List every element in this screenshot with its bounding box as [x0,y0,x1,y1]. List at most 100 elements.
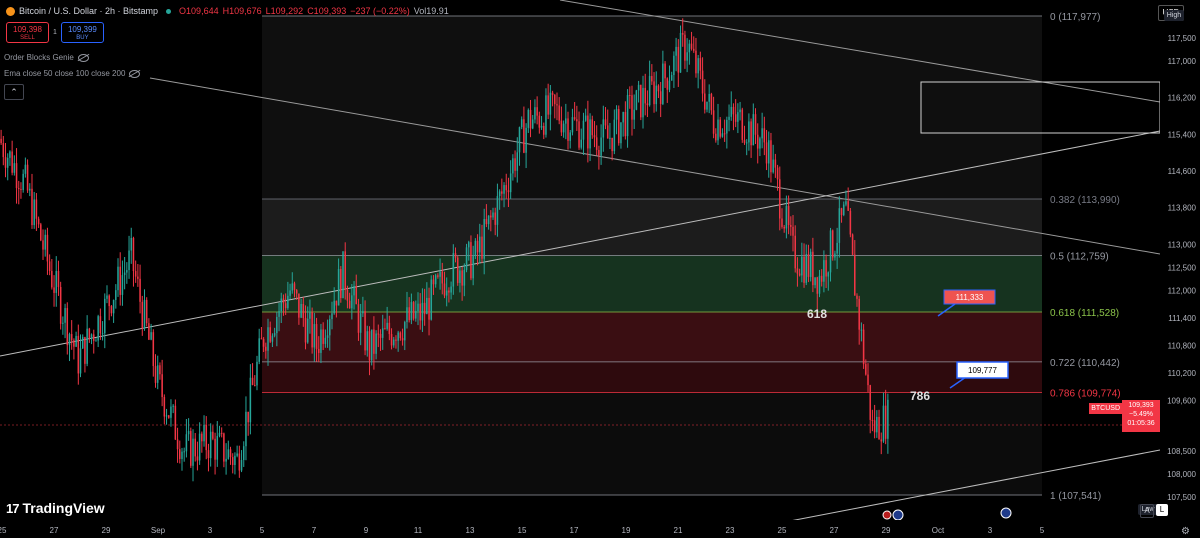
candle-body [633,109,635,120]
time-tick: 17 [570,526,579,535]
candle-body [629,94,631,96]
auto-scale-button[interactable]: A [1140,504,1154,518]
candle-body [827,272,830,277]
candle-body [24,164,27,174]
time-tick: 3 [988,526,993,535]
candle-body [404,322,406,341]
indicator-ema[interactable]: Ema close 50 close 100 close 200 [4,69,141,78]
price-axis[interactable]: 117,500 117,000 116,200 115,400 114,600 113,8… [1160,0,1200,520]
candle-body [75,335,77,347]
time-axis[interactable]: 25 27 29 Sep 3 5 7 9 11 13 15 17 19 21 23 25 27 29 Oct 3 5 [0,520,1200,538]
candle-body [467,242,470,248]
candle-body [567,118,569,141]
sell-label: SELL [20,35,35,41]
candle-body [231,457,234,465]
candle-body [161,374,163,398]
candle-body [721,133,724,137]
callout-1-text: 111,333 [956,293,984,302]
candle-body [657,85,660,92]
candle-body [386,322,388,329]
price-tick: 113,800 [1168,204,1197,213]
candle-body [185,434,188,452]
trendline-lower-ascending [789,449,1161,522]
candle-body [362,311,364,314]
candle-body [423,302,426,315]
candle-body [437,275,439,277]
candle-body [569,132,571,141]
candle-body [247,411,249,423]
candle-body [748,121,750,143]
trendlines[interactable] [0,0,1161,522]
candle-body [743,139,746,143]
annotations[interactable]: 618 786 111,333 109,777 [807,289,1012,521]
candle-body [293,283,296,291]
candle-body [302,303,305,319]
candle-body [280,298,283,312]
candle-body [858,298,860,330]
candles [0,18,889,482]
symbol-title[interactable]: Bitcoin / U.S. Dollar · 2h · Bitstamp [19,6,159,16]
collapse-indicators-button[interactable]: ⌃ [4,84,24,100]
candle-body [534,107,536,120]
candle-body [452,253,455,287]
candle-body [251,377,254,385]
candle-body [212,431,214,439]
hidden-eye-icon[interactable] [77,53,89,62]
candle-body [9,151,11,158]
candle-body [207,450,210,459]
candle-body [59,287,62,324]
candle-body [816,277,819,294]
candle-body [95,340,97,342]
candle-body [79,348,82,374]
hidden-eye-icon[interactable] [129,69,141,78]
candle-body [375,333,377,354]
price-tick: 108,500 [1167,447,1196,456]
candle-body [269,327,271,342]
price-tick: 115,400 [1168,130,1197,139]
indicator-order-blocks[interactable]: Order Blocks Genie [4,53,89,62]
candle-body [582,120,585,140]
candle-body [767,140,770,164]
candle-body [417,303,419,312]
candle-body [445,290,448,296]
time-tick: 3 [208,526,213,535]
tradingview-logo-text: TradingView [22,500,105,516]
trade-panel: 109,398 SELL 1 109,399 BUY [6,22,104,43]
candle-body [249,377,252,423]
zone-786-1 [262,392,1042,495]
fib-retracement[interactable]: 0 (117,977) 0.382 (113,990) 0.5 (112,759) 0… [262,12,1121,502]
candle-body [11,151,13,173]
high-marker: High [1164,10,1184,21]
label-786: 786 [910,389,930,403]
candle-body [181,451,183,459]
candle-body [794,235,796,269]
candle-body [333,300,335,314]
candle-body [88,328,91,339]
sell-button[interactable]: 109,398 SELL [6,22,49,43]
market-open-dot-icon [166,8,172,14]
buy-button[interactable]: 109,399 BUY [60,22,104,43]
candle-body [101,333,104,335]
candle-body [573,117,576,120]
candle-body [62,322,64,324]
candle-body [865,364,867,375]
gear-icon[interactable]: ⚙ [1181,526,1190,537]
candle-body [145,299,148,324]
price-tick: 113,000 [1168,240,1197,249]
candle-body [659,91,662,104]
candle-body [884,405,887,439]
candle-body [545,95,547,135]
candle-body [790,225,792,227]
candle-body [699,58,702,71]
candle-body [509,173,512,193]
candle-body [15,163,18,189]
candle-body [46,234,49,262]
log-scale-button[interactable]: L [1156,504,1168,516]
price-tick: 109,600 [1167,396,1196,405]
candle-body [229,449,232,458]
candle-body [300,303,302,318]
candle-body [57,270,60,288]
fib-label: 1 (107,541) [1050,491,1101,502]
candle-body [260,338,263,340]
